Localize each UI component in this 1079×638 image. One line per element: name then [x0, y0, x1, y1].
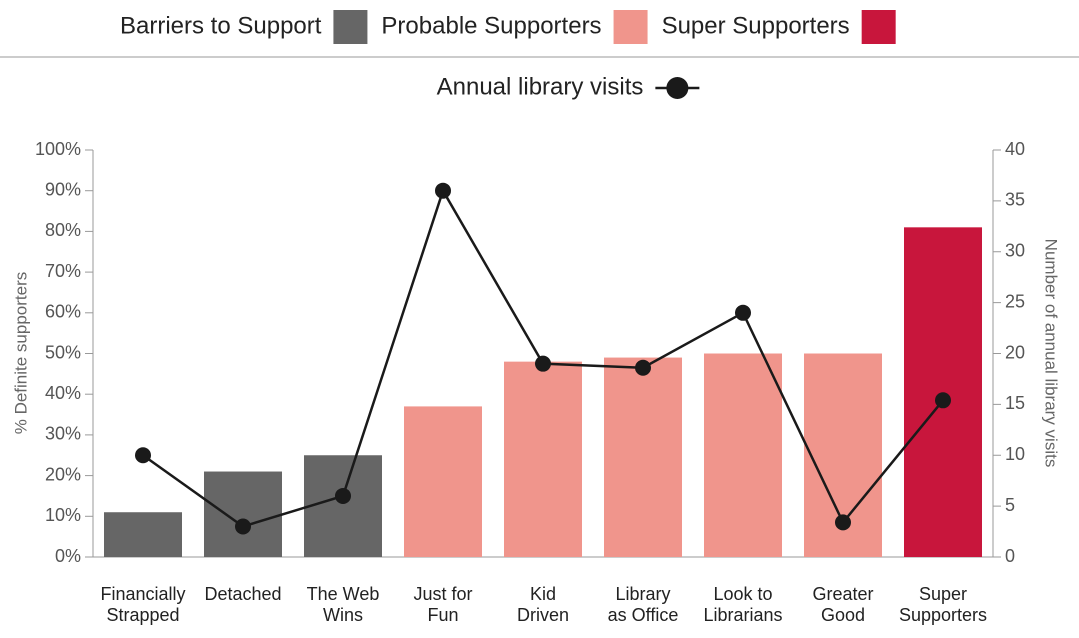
x-tick-label: Wins	[323, 605, 363, 625]
y2-tick-label: 20	[1005, 342, 1025, 362]
legend-label: Super Supporters	[662, 12, 850, 39]
y2-axis-label: Number of annual library visits	[1042, 239, 1061, 468]
x-tick-label: Greater	[812, 584, 873, 604]
x-tick-label: Look to	[713, 584, 772, 604]
line-point	[235, 518, 251, 535]
y2-tick-label: 30	[1005, 241, 1025, 261]
line-point	[635, 359, 651, 376]
y-tick-label: 100%	[35, 139, 81, 159]
x-tick-label: Good	[821, 605, 865, 625]
bar	[904, 227, 982, 557]
bar	[604, 357, 682, 557]
x-tick-label: Detached	[204, 584, 281, 604]
y2-tick-label: 5	[1005, 495, 1015, 515]
y-tick-label: 40%	[45, 383, 81, 403]
legend-swatch	[861, 10, 896, 44]
y2-tick-label: 10	[1005, 444, 1025, 464]
x-tick-label: Library	[615, 584, 670, 604]
line-point	[735, 304, 751, 321]
bar	[104, 512, 182, 557]
y2-tick-label: 0	[1005, 546, 1015, 566]
bar	[304, 455, 382, 557]
bar	[504, 361, 582, 557]
line-point	[535, 355, 551, 372]
line-point	[335, 487, 351, 504]
legend-label: Probable Supporters	[381, 12, 601, 39]
x-tick-label: Supporters	[899, 605, 987, 625]
line-point	[135, 447, 151, 464]
x-tick-label: The Web	[307, 584, 380, 604]
x-tick-label: Driven	[517, 605, 569, 625]
x-tick-label: Fun	[427, 605, 458, 625]
y-axis-label: % Definite supporters	[11, 272, 30, 435]
legend-label: Annual library visits	[437, 73, 644, 100]
x-tick-label: Super	[919, 584, 967, 604]
bar	[404, 406, 482, 557]
x-tick-label: Strapped	[106, 605, 179, 625]
x-tick-label: as Office	[608, 605, 679, 625]
bar	[204, 471, 282, 557]
y-tick-label: 80%	[45, 220, 81, 240]
y-tick-label: 10%	[45, 505, 81, 525]
x-tick-label: Kid	[530, 584, 556, 604]
y-tick-label: 0%	[55, 546, 81, 566]
line-point	[935, 392, 951, 409]
y-tick-label: 90%	[45, 179, 81, 199]
y-tick-label: 70%	[45, 261, 81, 281]
y-tick-label: 20%	[45, 464, 81, 484]
y-tick-label: 50%	[45, 342, 81, 362]
line-point	[835, 514, 851, 531]
line-point	[435, 182, 451, 199]
y-tick-label: 60%	[45, 302, 81, 322]
x-tick-label: Financially	[100, 584, 185, 604]
y2-tick-label: 35	[1005, 190, 1025, 210]
legend-swatch	[333, 10, 368, 44]
legend-swatch	[613, 10, 648, 44]
y-tick-label: 30%	[45, 424, 81, 444]
bar	[704, 353, 782, 557]
y2-tick-label: 15	[1005, 393, 1025, 413]
legend-label: Barriers to Support	[120, 12, 322, 39]
y2-tick-label: 40	[1005, 139, 1025, 159]
y2-tick-label: 25	[1005, 291, 1025, 311]
x-tick-label: Just for	[413, 584, 472, 604]
x-tick-label: Librarians	[703, 605, 782, 625]
legend-marker	[666, 77, 689, 99]
